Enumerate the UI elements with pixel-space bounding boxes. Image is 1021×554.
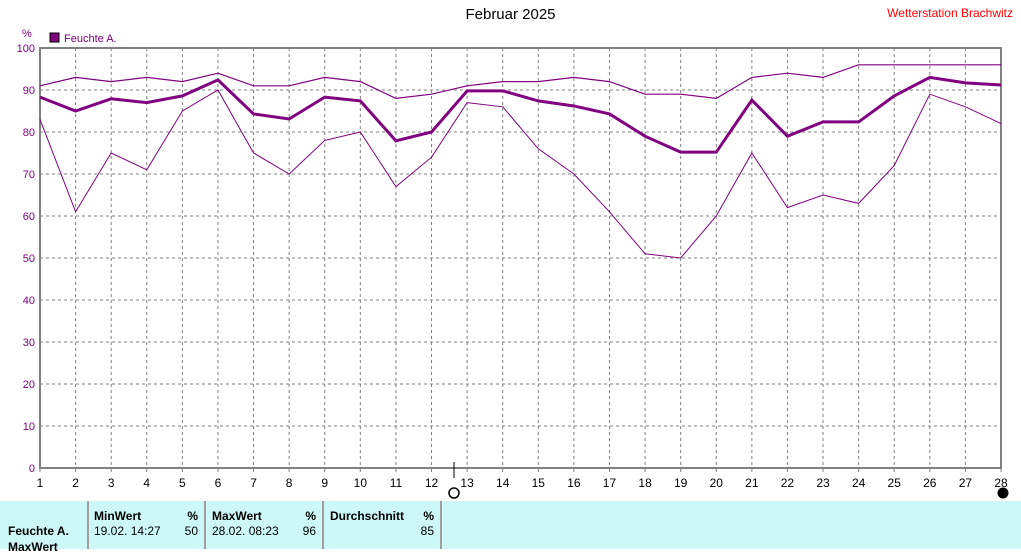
max-unit: % (305, 509, 316, 523)
y-tick-label: 10 (23, 421, 35, 433)
series-line-0 (39, 64, 1001, 100)
y-tick-label: 20 (23, 379, 35, 391)
avg-header: Durchschnitt (330, 509, 405, 523)
min-time: 19.02. 14:27 (94, 524, 161, 538)
x-tick-label: 11 (390, 476, 403, 490)
filled-circle-marker (997, 487, 1009, 499)
min-header: MinWert (94, 509, 142, 523)
legend-label: Feuchte A. (64, 33, 117, 45)
x-tick-label: 10 (354, 476, 368, 490)
x-tick-label: 12 (425, 476, 439, 490)
x-tick-label: 25 (888, 476, 902, 490)
max-cell: MaxWert % 28.02. 08:23 96 (206, 501, 324, 549)
chart-title: Februar 2025 (465, 6, 556, 23)
stats-table: Feuchte A. MaxWert MinWert % 19.02. 14:2… (0, 501, 1021, 554)
x-tick-label: 2 (72, 476, 79, 490)
station-name: Wetterstation Brachwitz (887, 6, 1013, 20)
series-line-1 (39, 75, 1002, 154)
x-tick-label: 24 (852, 476, 866, 490)
open-circle-marker (448, 487, 460, 499)
min-value: 50 (184, 524, 198, 538)
max-value: 96 (302, 524, 316, 538)
x-tick-label: 14 (496, 476, 510, 490)
min-unit: % (187, 509, 198, 523)
x-tick-label: 23 (816, 476, 830, 490)
x-tick-label: 22 (781, 476, 795, 490)
max-time: 28.02. 08:23 (212, 524, 279, 538)
y-tick-label: 40 (23, 295, 35, 307)
x-tick-label: 4 (143, 476, 150, 490)
avg-unit: % (423, 509, 434, 523)
avg-value: 85 (420, 524, 434, 538)
x-tick-label: 20 (710, 476, 724, 490)
x-tick-label: 28 (994, 476, 1008, 490)
x-tick-label: 9 (321, 476, 328, 490)
row-label-2: MaxWert (8, 540, 58, 554)
x-tick-label: 6 (215, 476, 222, 490)
y-tick-label: 100 (17, 43, 35, 55)
legend-swatch (49, 32, 60, 43)
y-tick-label: 90 (23, 85, 35, 97)
x-tick-label: 15 (532, 476, 546, 490)
y-unit-label: % (22, 28, 32, 40)
y-tick-label: 0 (29, 463, 35, 475)
y-tick-label: 30 (23, 337, 35, 349)
x-tick-label: 1 (37, 476, 44, 490)
max-header: MaxWert (212, 509, 262, 523)
x-tick-label: 13 (460, 476, 474, 490)
x-tick-label: 19 (674, 476, 688, 490)
series-line-2 (39, 89, 1002, 259)
avg-cell: Durchschnitt % 85 (324, 501, 442, 549)
plot-frame (39, 47, 1002, 469)
y-tick-label: 80 (23, 127, 35, 139)
x-tick-label: 26 (923, 476, 937, 490)
x-tick-label: 17 (603, 476, 617, 490)
row-label-cell: Feuchte A. MaxWert (0, 501, 89, 554)
x-tick-label: 21 (745, 476, 759, 490)
y-tick-label: 50 (23, 253, 35, 265)
x-tick-label: 3 (108, 476, 115, 490)
x-tick-label: 18 (638, 476, 652, 490)
y-tick-label: 70 (23, 169, 35, 181)
y-tick-label: 60 (23, 211, 35, 223)
row-label: Feuchte A. (8, 524, 69, 538)
x-tick-label: 16 (567, 476, 581, 490)
min-cell: MinWert % 19.02. 14:27 50 (89, 501, 206, 549)
x-tick-label: 8 (286, 476, 293, 490)
x-tick-label: 27 (959, 476, 973, 490)
x-tick-label: 5 (179, 476, 186, 490)
x-tick-label: 7 (250, 476, 257, 490)
